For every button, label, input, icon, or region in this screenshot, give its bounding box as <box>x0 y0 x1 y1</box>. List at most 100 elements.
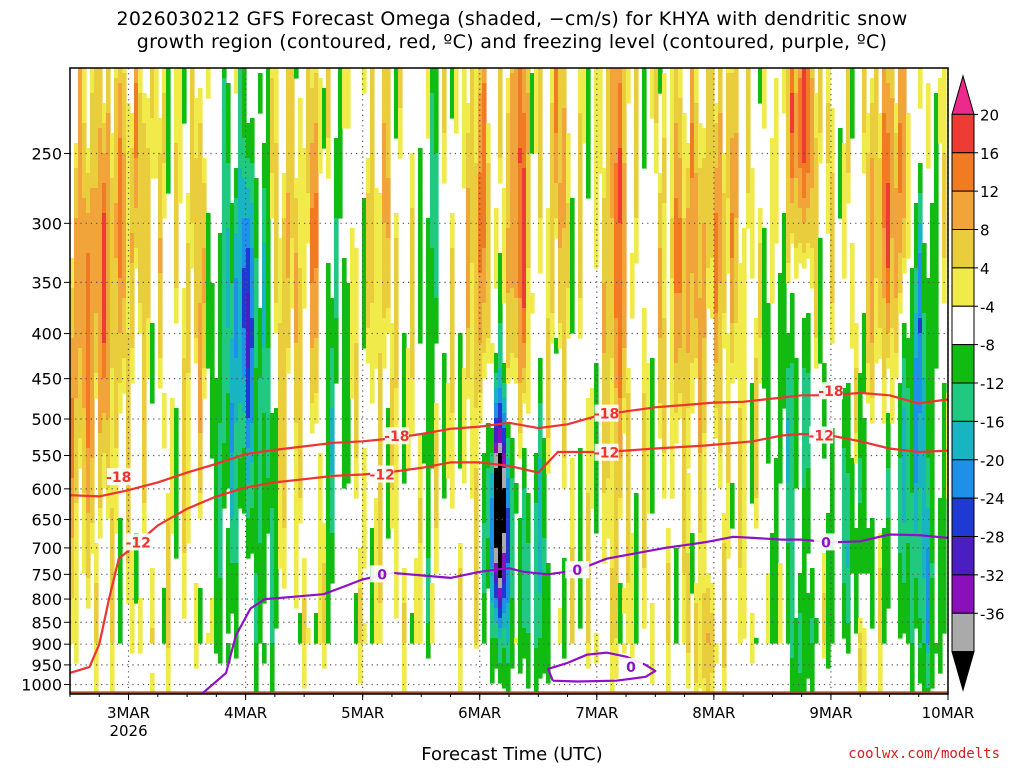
omega-cell <box>114 408 119 414</box>
omega-cell <box>238 118 243 124</box>
omega-cell <box>82 278 87 284</box>
omega-cell <box>238 343 243 349</box>
omega-cell <box>234 313 239 319</box>
omega-cell <box>70 568 75 574</box>
omega-cell <box>162 113 167 119</box>
omega-cell <box>250 318 255 324</box>
omega-cell <box>162 623 167 629</box>
omega-cell <box>74 533 79 539</box>
omega-cell <box>258 533 263 539</box>
omega-cell <box>90 333 95 339</box>
omega-cell <box>70 533 75 539</box>
omega-cell <box>114 218 119 224</box>
omega-cell <box>78 243 83 249</box>
omega-cell <box>110 308 115 314</box>
omega-cell <box>242 443 247 449</box>
omega-cell <box>206 268 211 274</box>
omega-cell <box>86 253 91 259</box>
omega-cell <box>210 398 215 404</box>
omega-cell <box>82 293 87 299</box>
omega-cell <box>278 393 283 399</box>
omega-cell <box>102 148 107 154</box>
omega-cell <box>90 198 95 204</box>
omega-cell <box>182 413 187 419</box>
omega-cell <box>226 398 231 404</box>
omega-cell <box>222 233 227 239</box>
omega-cell <box>234 353 239 359</box>
omega-cell <box>142 518 147 524</box>
omega-cell <box>174 88 179 94</box>
omega-cell <box>262 303 267 309</box>
omega-cell <box>226 653 231 659</box>
omega-cell <box>198 608 203 614</box>
omega-cell <box>146 313 151 319</box>
omega-cell <box>226 478 231 484</box>
omega-cell <box>158 158 163 164</box>
omega-cell <box>146 348 151 354</box>
omega-cell <box>266 288 271 294</box>
omega-cell <box>134 598 139 604</box>
omega-cell <box>174 213 179 219</box>
omega-cell <box>210 423 215 429</box>
omega-cell <box>262 353 267 359</box>
omega-cell <box>138 83 143 89</box>
omega-cell <box>250 543 255 549</box>
omega-cell <box>178 123 183 129</box>
omega-cell <box>110 573 115 579</box>
omega-cell <box>282 253 287 259</box>
omega-cell <box>238 218 243 224</box>
omega-cell <box>266 238 271 244</box>
omega-cell <box>206 358 211 364</box>
omega-cell <box>178 168 183 174</box>
omega-cell <box>310 338 315 344</box>
omega-cell <box>106 98 111 104</box>
omega-cell <box>234 273 239 279</box>
omega-cell <box>86 178 91 184</box>
omega-cell <box>98 158 103 164</box>
omega-cell <box>82 413 87 419</box>
omega-cell <box>182 408 187 414</box>
omega-cell <box>70 328 75 334</box>
omega-cell <box>218 393 223 399</box>
omega-cell <box>106 138 111 144</box>
omega-cell <box>230 498 235 504</box>
omega-cell <box>282 423 287 429</box>
omega-cell <box>298 423 303 429</box>
omega-cell <box>230 378 235 384</box>
omega-cell <box>142 203 147 209</box>
omega-cell <box>294 548 299 554</box>
omega-cell <box>70 498 75 504</box>
omega-cell <box>330 448 335 454</box>
omega-cell <box>166 188 171 194</box>
omega-cell <box>250 503 255 509</box>
omega-cell <box>142 183 147 189</box>
omega-cell <box>70 288 75 294</box>
omega-cell <box>98 353 103 359</box>
omega-cell <box>190 148 195 154</box>
omega-cell <box>162 203 167 209</box>
omega-cell <box>106 493 111 499</box>
omega-cell <box>222 243 227 249</box>
omega-cell <box>190 253 195 259</box>
omega-cell <box>206 83 211 89</box>
omega-cell <box>106 208 111 214</box>
omega-cell <box>138 258 143 264</box>
omega-cell <box>126 348 131 354</box>
omega-cell <box>154 73 159 79</box>
omega-cell <box>230 218 235 224</box>
omega-cell <box>262 228 267 234</box>
omega-cell <box>166 593 171 599</box>
omega-cell <box>242 213 247 219</box>
omega-cell <box>90 108 95 114</box>
omega-cell <box>182 433 187 439</box>
omega-cell <box>74 238 79 244</box>
omega-cell <box>238 238 243 244</box>
omega-cell <box>282 503 287 509</box>
omega-cell <box>242 403 247 409</box>
omega-cell <box>110 158 115 164</box>
omega-cell <box>198 603 203 609</box>
omega-cell <box>226 123 231 129</box>
omega-cell <box>130 618 135 624</box>
omega-cell <box>278 263 283 269</box>
omega-cell <box>114 483 119 489</box>
